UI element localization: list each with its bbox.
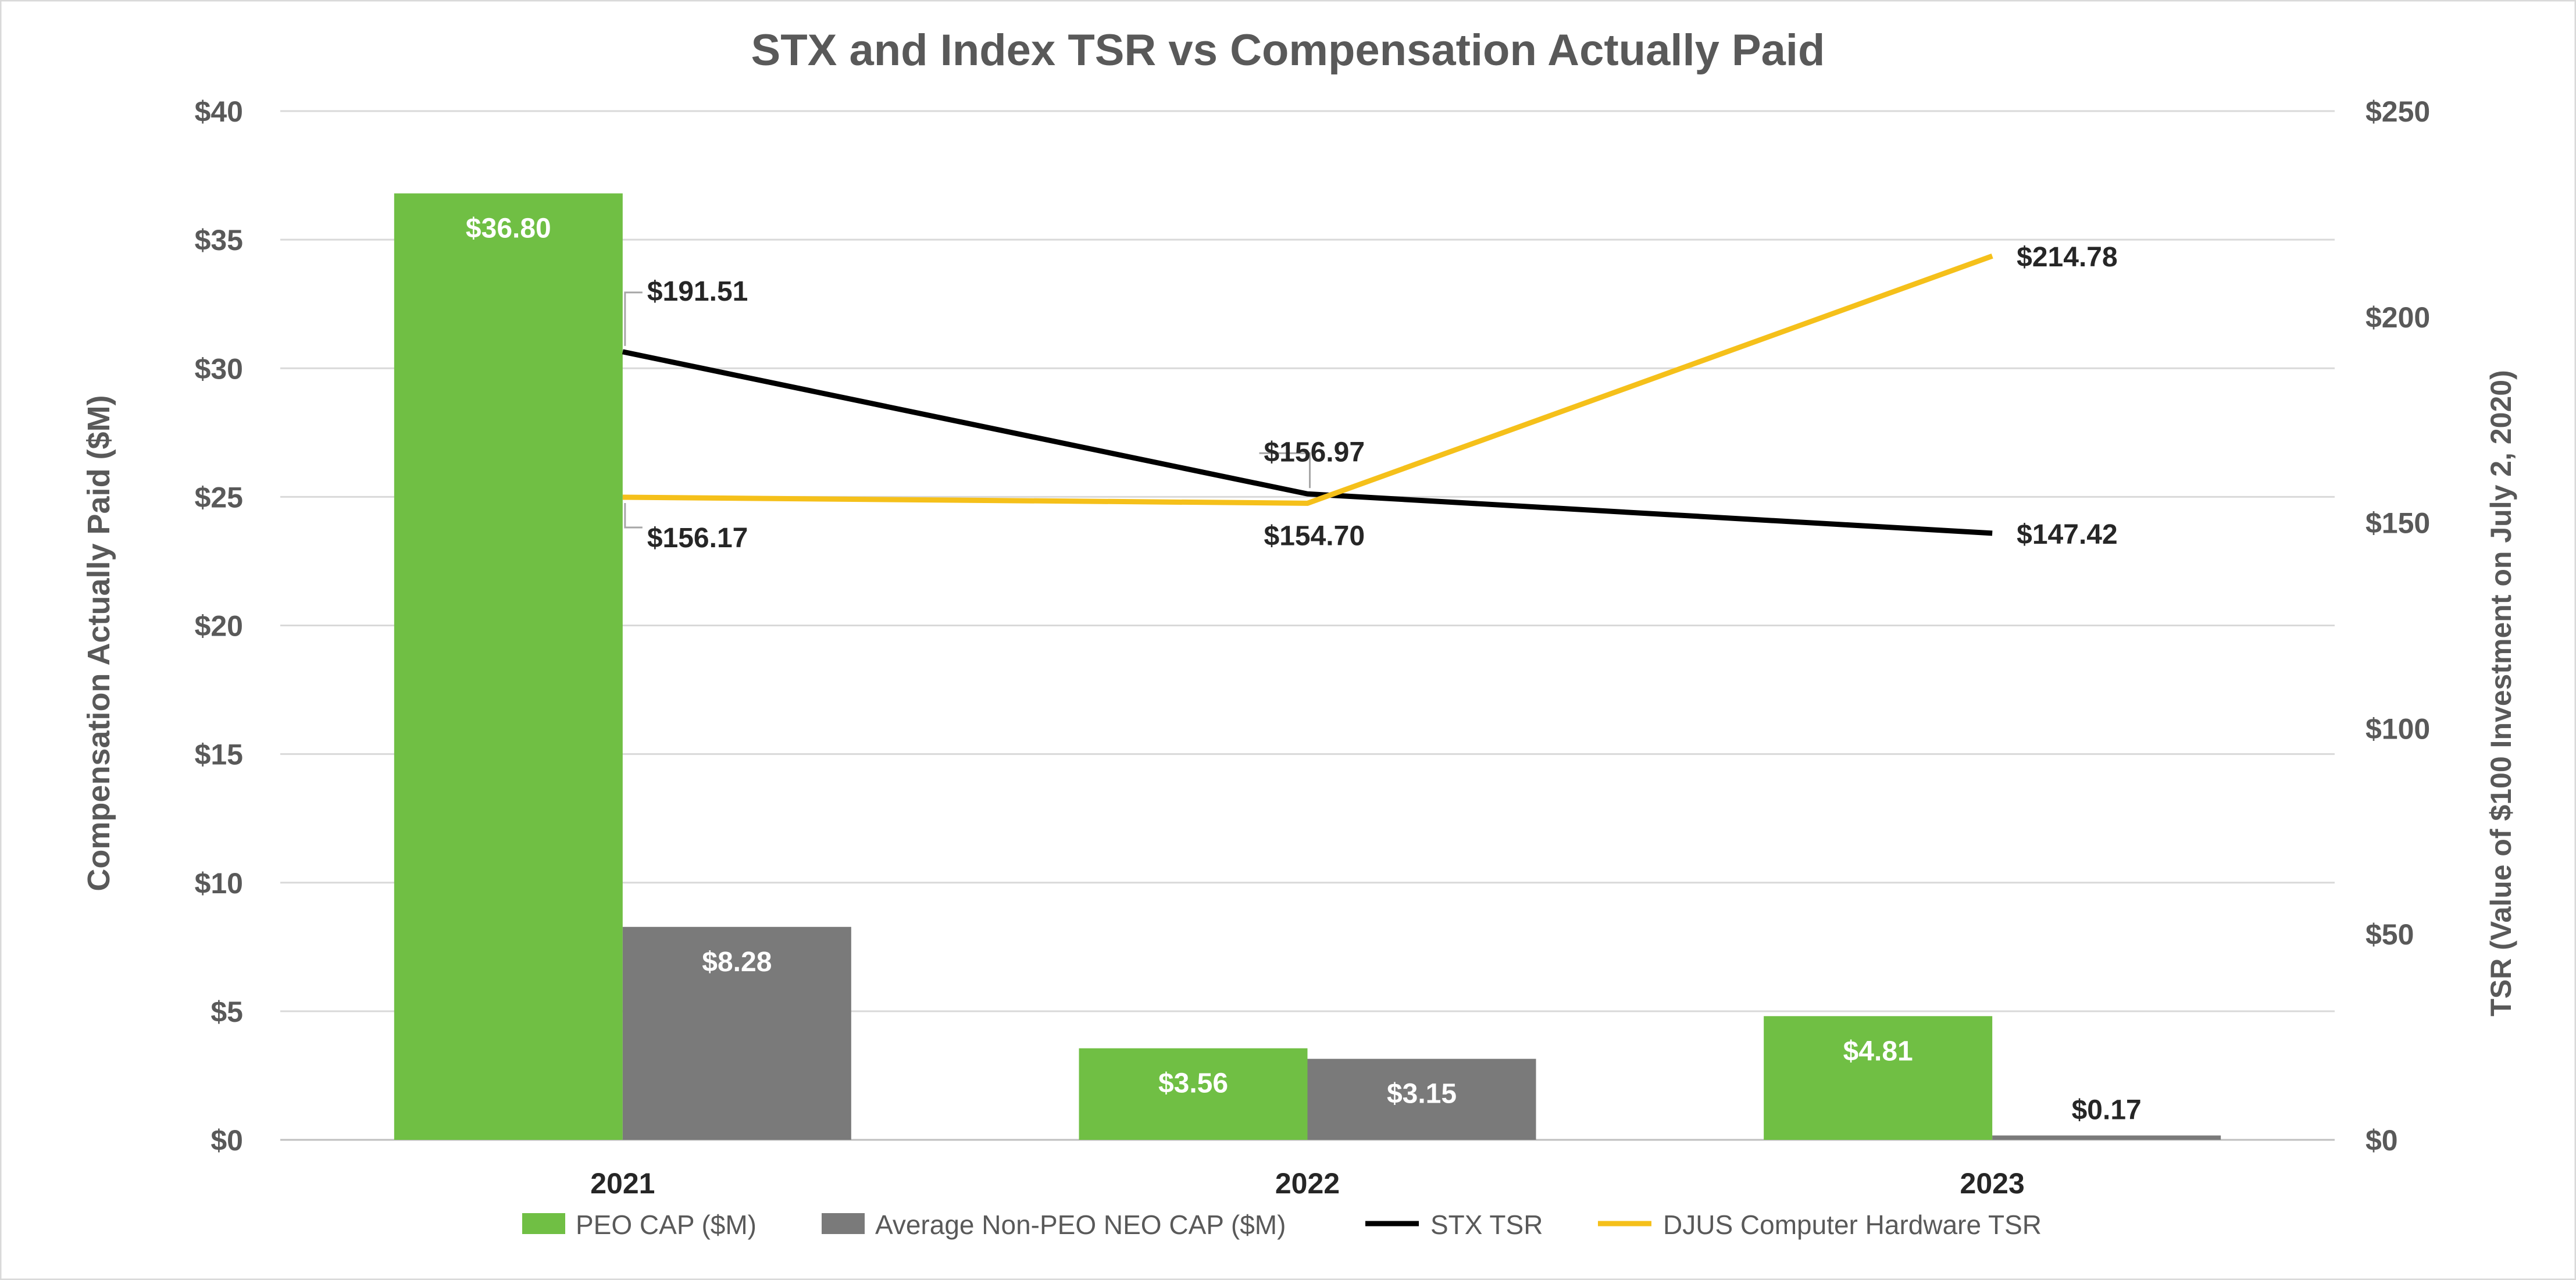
legend-label: STX TSR — [1430, 1210, 1543, 1240]
djus-tsr-line — [622, 253, 1993, 506]
y-left-tick-label: $30 — [195, 352, 243, 385]
x-axis-ticks: 2021 2022 2023 — [590, 1167, 2025, 1200]
y-axis-left-ticks: $0 $5 $10 $15 $20 $25 $30 $35 $40 — [195, 95, 243, 1157]
line-data-label: $191.51 — [647, 276, 748, 307]
y-right-tick-label: $250 — [2366, 95, 2430, 128]
legend-label: Average Non-PEO NEO CAP ($M) — [875, 1210, 1286, 1240]
chart-title: STX and Index TSR vs Compensation Actual… — [751, 26, 1825, 75]
data-label-leader — [624, 291, 643, 346]
bar-non-peo-2021 — [622, 926, 851, 1140]
y-left-tick-label: $10 — [195, 867, 243, 900]
y-axis-right-title: TSR (Value of $100 Investment on July 2,… — [2485, 370, 2517, 1017]
y-left-tick-label: $35 — [195, 224, 243, 256]
bar-non-peo-2022 — [1307, 1058, 1536, 1140]
legend-swatch-bar — [522, 1213, 565, 1234]
y-left-tick-label: $0 — [210, 1124, 243, 1157]
data-label-leader — [624, 502, 643, 529]
y-right-tick-label: $50 — [2366, 918, 2414, 951]
line-data-label: $214.78 — [2017, 242, 2118, 273]
bar-data-label: $4.81 — [1843, 1036, 1913, 1067]
y-axis-left-title: Compensation Actually Paid ($M) — [81, 395, 116, 891]
bars: $36.80 $3.56 $4.81 $8.28 $3.15 $0.17 — [394, 193, 2221, 1140]
bar-peo-2021 — [394, 193, 623, 1140]
bar-peo-2022 — [1079, 1048, 1308, 1140]
lines: $191.51 $156.97 $147.42 $156.17 $154.70 $214.… — [622, 242, 2118, 554]
stx-tsr-line — [622, 349, 1993, 536]
x-tick-label: 2023 — [1960, 1167, 2025, 1200]
data-label-leader — [1259, 452, 1311, 489]
x-tick-label: 2022 — [1275, 1167, 1340, 1200]
line-data-label: $154.70 — [1264, 520, 1365, 551]
y-right-tick-label: $200 — [2366, 301, 2430, 334]
legend: PEO CAP ($M) Average Non-PEO NEO CAP ($M)… — [522, 1210, 2042, 1240]
bar-data-label: $0.17 — [2072, 1094, 2142, 1125]
y-left-tick-label: $20 — [195, 610, 243, 643]
x-tick-label: 2021 — [590, 1167, 655, 1200]
y-left-tick-label: $25 — [195, 481, 243, 514]
legend-label: DJUS Computer Hardware TSR — [1663, 1210, 2042, 1240]
line-data-label: $156.17 — [647, 523, 748, 554]
y-right-tick-label: $100 — [2366, 712, 2430, 745]
line-data-label: $147.42 — [2017, 519, 2118, 550]
y-right-tick-label: $150 — [2366, 507, 2430, 540]
line-data-label: $156.97 — [1264, 437, 1365, 468]
bar-data-label: $36.80 — [466, 213, 551, 244]
y-left-tick-label: $5 — [210, 996, 243, 1028]
y-axis-right-ticks: $0 $50 $100 $150 $200 $250 — [2366, 95, 2430, 1157]
bar-non-peo-2023 — [1992, 1135, 2221, 1140]
legend-label: PEO CAP ($M) — [576, 1210, 757, 1240]
bar-peo-2023 — [1764, 1016, 1993, 1140]
bar-data-label: $8.28 — [702, 947, 772, 978]
legend-swatch-bar — [822, 1213, 865, 1234]
bar-data-label: $3.56 — [1158, 1068, 1228, 1099]
y-left-tick-label: $15 — [195, 739, 243, 771]
bar-data-label: $3.15 — [1387, 1079, 1457, 1110]
y-right-tick-label: $0 — [2366, 1124, 2398, 1157]
y-left-tick-label: $40 — [195, 95, 243, 128]
